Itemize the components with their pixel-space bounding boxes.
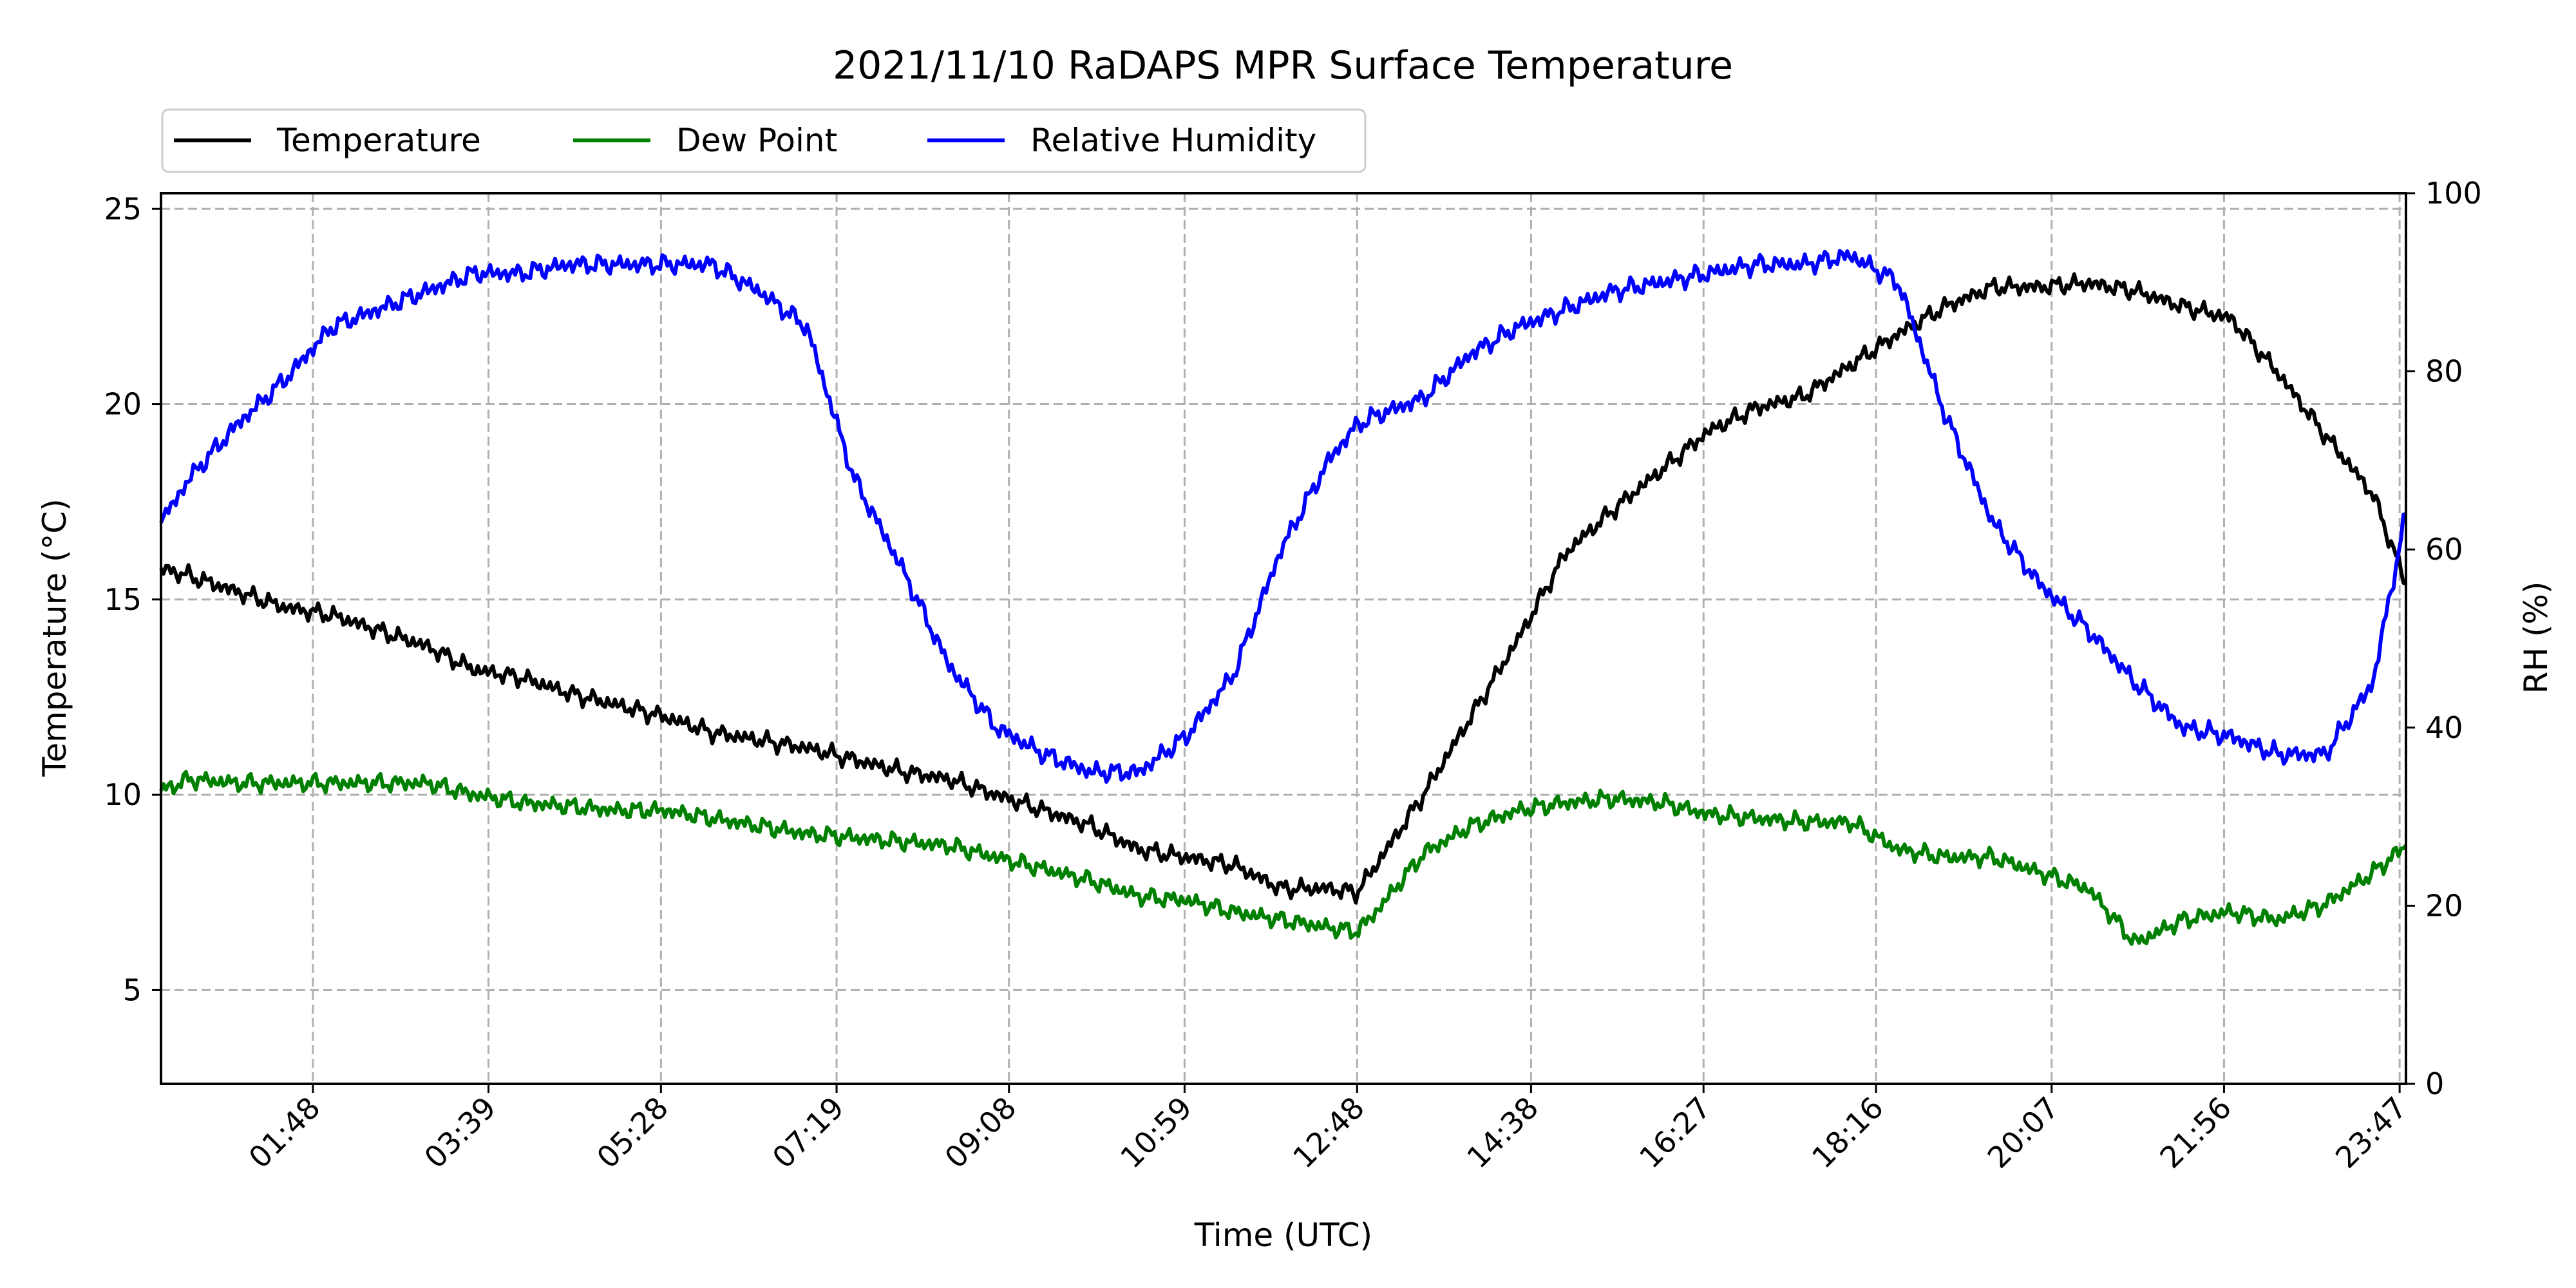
legend-label: Relative Humidity [1030,122,1316,159]
y2-tick-label: 80 [2425,354,2463,389]
y-axis-ticks: 5 10 15 20 25 [104,191,161,1007]
y-tick-label: 15 [104,582,142,617]
plot-frame [160,192,2407,1085]
y2-tick-label: 40 [2425,710,2463,745]
y2-tick-label: 0 [2425,1066,2444,1101]
x-axis-label: Time (UTC) [1194,1217,1372,1254]
legend-box [161,108,1367,173]
series-line-dew-point [159,770,2408,946]
legend-label: Dew Point [676,122,837,159]
y2-tick-label: 100 [2425,176,2482,211]
y-tick-label: 25 [104,191,142,226]
y2-tick-label: 20 [2425,888,2463,923]
y-axis-label: Temperature (°C) [36,498,73,777]
chart-title: 2021/11/10 RaDAPS MPR Surface Temperatur… [833,43,1733,88]
y-tick-label: 10 [104,777,142,812]
series-line-relative-humidity [159,249,2407,784]
legend: Temperature Dew Point Relative Humidity [161,108,1367,173]
y-tick-label: 5 [123,972,142,1007]
y-tick-label: 20 [104,387,142,422]
series-lines [159,249,2408,946]
y2-axis-label: RH (%) [2517,582,2555,694]
y2-tick-label: 60 [2425,532,2463,567]
y2-axis-ticks: 0 20 40 60 80 100 [2406,176,2482,1101]
legend-label: Temperature [276,122,481,159]
grid-lines [161,193,2406,1084]
series-line-temperature [159,272,2407,905]
